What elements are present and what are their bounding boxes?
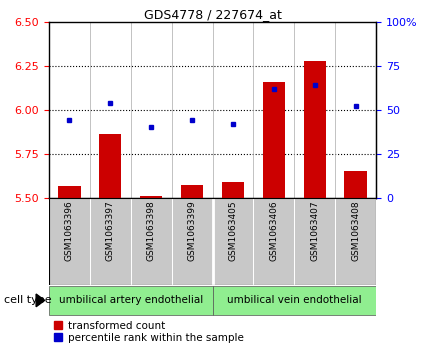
- Text: GSM1063408: GSM1063408: [351, 200, 360, 261]
- Text: GSM1063399: GSM1063399: [187, 200, 196, 261]
- Bar: [335, 198, 376, 285]
- Bar: [253, 198, 294, 285]
- Text: GSM1063405: GSM1063405: [229, 200, 238, 261]
- Bar: [99, 134, 122, 198]
- Legend: transformed count, percentile rank within the sample: transformed count, percentile rank withi…: [54, 321, 244, 343]
- Text: GSM1063407: GSM1063407: [310, 200, 319, 261]
- Bar: [49, 286, 212, 315]
- Bar: [140, 196, 162, 198]
- Bar: [90, 198, 131, 285]
- Text: GSM1063406: GSM1063406: [269, 200, 278, 261]
- Bar: [212, 198, 253, 285]
- Text: GSM1063398: GSM1063398: [147, 200, 156, 261]
- Bar: [172, 198, 212, 285]
- Text: umbilical vein endothelial: umbilical vein endothelial: [227, 295, 362, 305]
- Bar: [303, 61, 326, 198]
- Bar: [58, 185, 81, 198]
- Text: umbilical artery endothelial: umbilical artery endothelial: [59, 295, 203, 305]
- Bar: [181, 185, 203, 198]
- Bar: [263, 82, 285, 198]
- Text: GSM1063396: GSM1063396: [65, 200, 74, 261]
- Bar: [212, 286, 376, 315]
- Bar: [294, 198, 335, 285]
- Bar: [344, 171, 367, 198]
- Bar: [222, 182, 244, 198]
- Text: cell type: cell type: [4, 295, 52, 305]
- Title: GDS4778 / 227674_at: GDS4778 / 227674_at: [144, 8, 281, 21]
- Bar: [131, 198, 172, 285]
- Bar: [49, 198, 90, 285]
- Bar: [49, 198, 376, 285]
- Text: GSM1063397: GSM1063397: [106, 200, 115, 261]
